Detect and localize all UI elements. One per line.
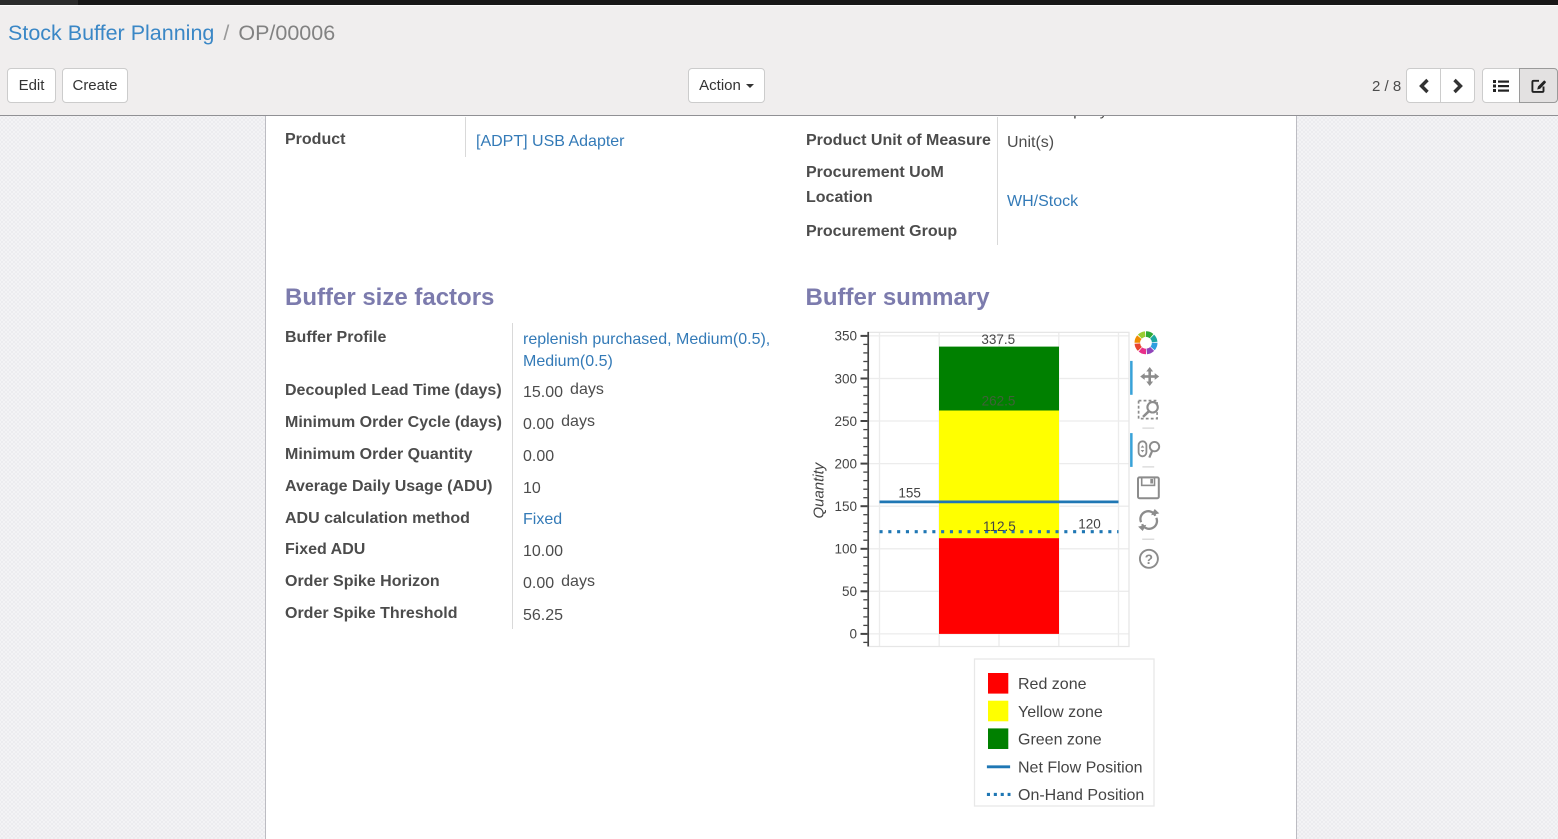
svg-text:100: 100	[834, 542, 857, 557]
svg-text:120: 120	[1078, 517, 1101, 532]
svg-text:200: 200	[834, 456, 857, 471]
svg-text:Red zone: Red zone	[1018, 676, 1087, 693]
svg-text:Yellow zone: Yellow zone	[1018, 704, 1103, 721]
svg-text:0: 0	[849, 627, 857, 642]
svg-text:On-Hand Position: On-Hand Position	[1018, 787, 1144, 804]
svg-text:150: 150	[834, 499, 857, 514]
svg-text:155: 155	[898, 485, 921, 500]
svg-text:262.5: 262.5	[982, 394, 1016, 409]
svg-text:Net Flow Position: Net Flow Position	[1018, 759, 1143, 776]
svg-text:Quantity: Quantity	[811, 461, 828, 518]
svg-text:300: 300	[834, 371, 857, 386]
svg-text:337.5: 337.5	[981, 332, 1015, 347]
svg-text:112.5: 112.5	[983, 519, 1016, 534]
svg-text:250: 250	[834, 414, 857, 429]
svg-text:350: 350	[834, 329, 857, 344]
svg-text:50: 50	[842, 584, 857, 599]
svg-text:Green zone: Green zone	[1018, 732, 1102, 749]
svg-text:?: ?	[1145, 552, 1153, 567]
